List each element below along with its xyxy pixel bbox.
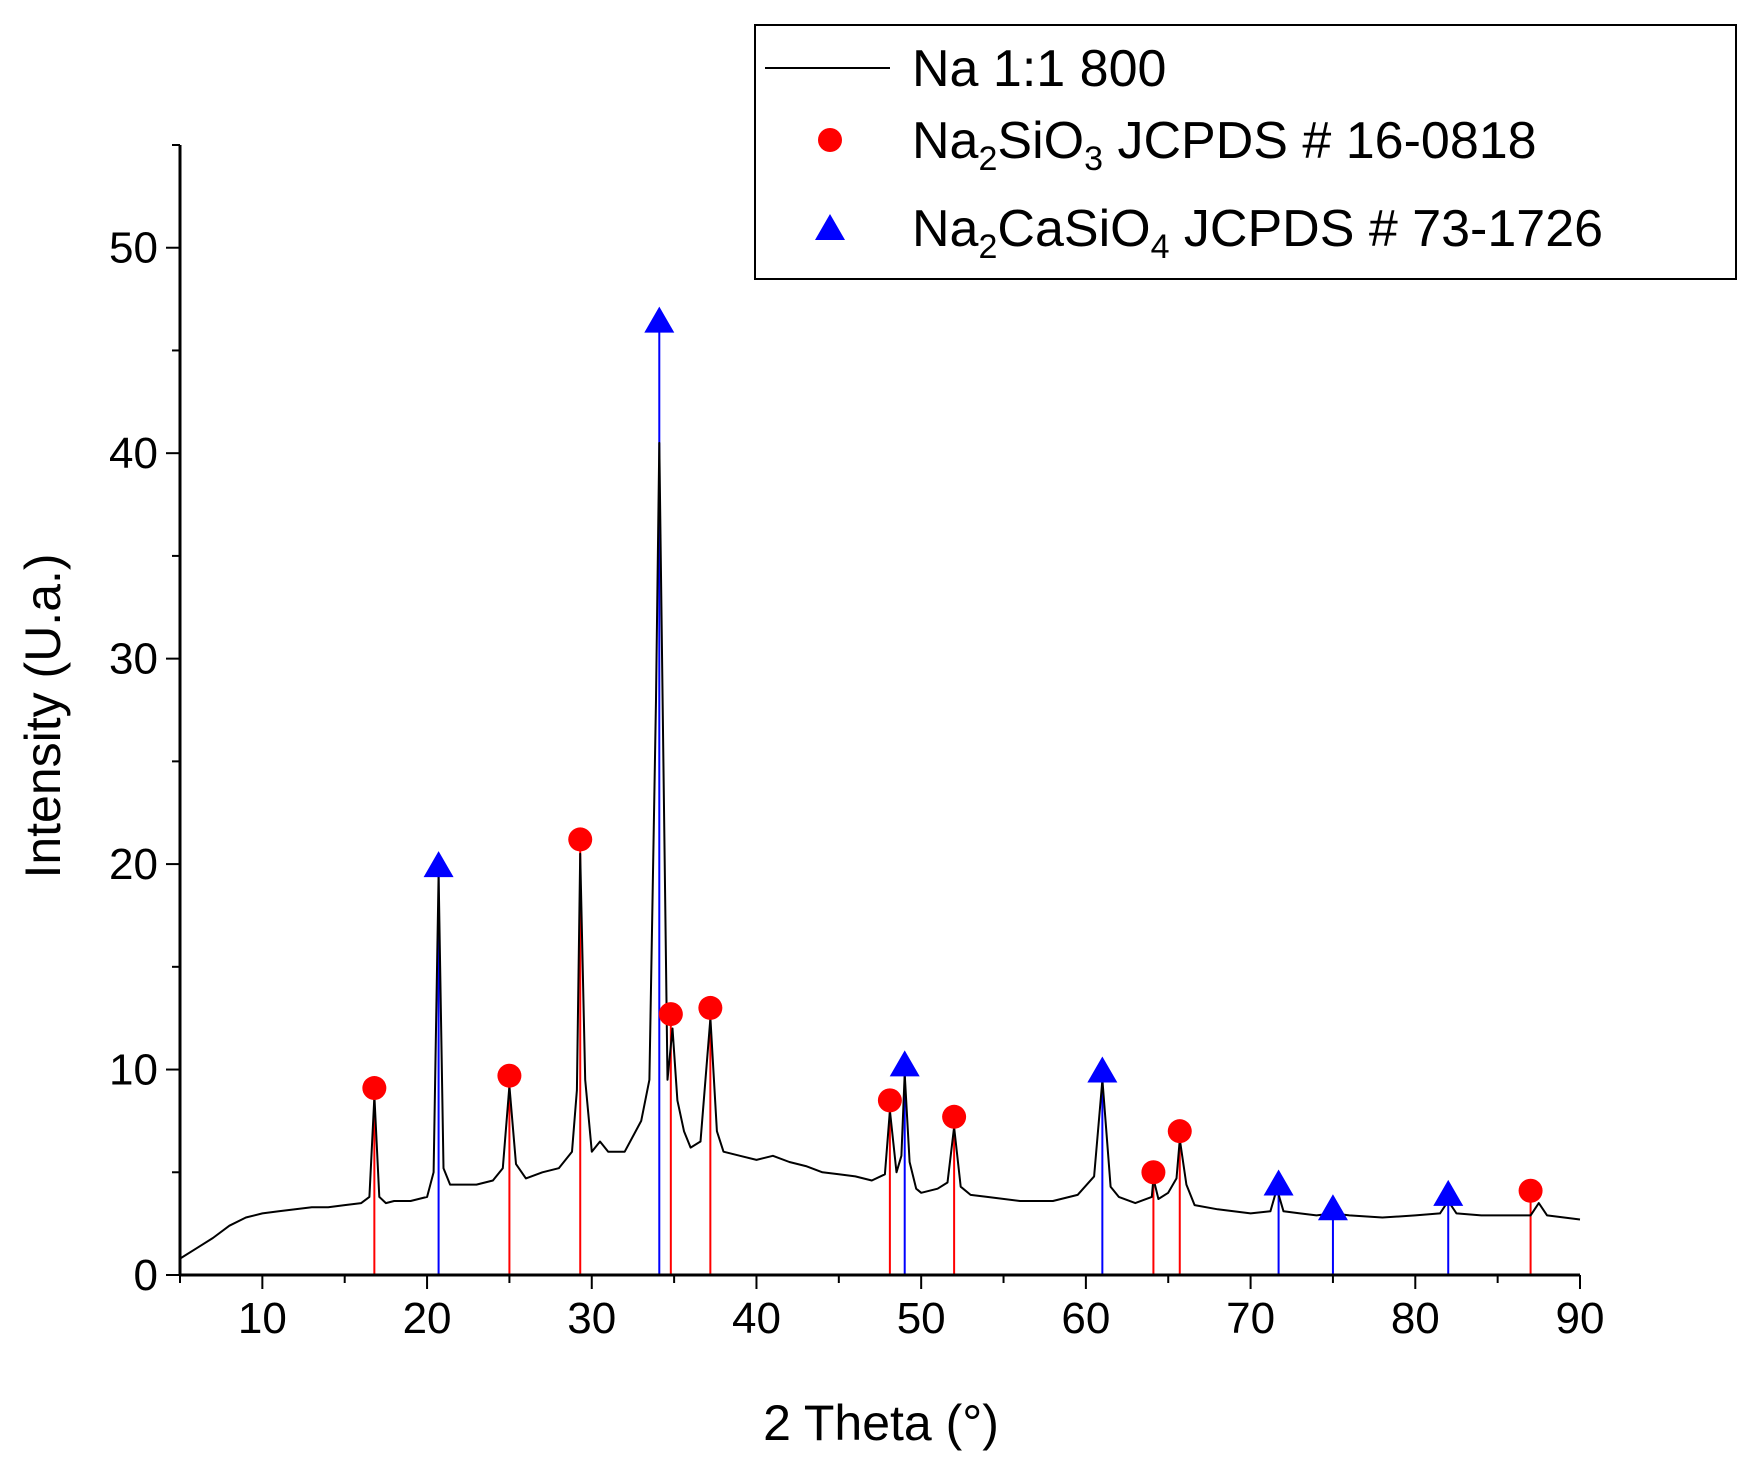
x-tick-label-70: 70 <box>1226 1294 1275 1343</box>
peak-marker-na2sio3-2 <box>568 827 593 852</box>
y-axis-title: Intensity (U.a.) <box>15 553 71 878</box>
legend-marker-na2casio4 <box>815 214 845 240</box>
legend-label-sample: Na 1:1 800 <box>912 40 1166 98</box>
y-tick-label-20: 20 <box>109 840 158 889</box>
peak-marker-na2sio3-6 <box>942 1104 967 1129</box>
peak-marker-na2casio4-5 <box>1317 1194 1348 1221</box>
peak-marker-na2sio3-5 <box>877 1088 902 1113</box>
peak-marker-na2sio3-1 <box>497 1063 522 1088</box>
plot-marks <box>179 306 1581 1275</box>
y-tick-label-0: 0 <box>134 1251 158 1300</box>
series-line-sample <box>179 441 1581 1260</box>
legend-box <box>754 24 1737 280</box>
peak-marker-na2sio3-9 <box>1518 1178 1543 1203</box>
peak-marker-na2casio4-0 <box>423 851 454 878</box>
peak-marker-na2sio3-8 <box>1167 1119 1192 1144</box>
x-tick-label-90: 90 <box>1556 1294 1605 1343</box>
peak-marker-na2sio3-7 <box>1141 1160 1166 1185</box>
y-tick-label-40: 40 <box>109 429 158 478</box>
axes: 10 20 30 40 50 60 70 80 90 0 10 20 30 40 50 <box>109 144 1605 1343</box>
x-tick-label-30: 30 <box>567 1294 616 1343</box>
peak-marker-na2casio4-3 <box>1087 1056 1118 1083</box>
peak-marker-na2sio3-4 <box>698 995 723 1020</box>
legend-label-na2sio3: Na2SiO3 JCPDS # 16-0818 <box>912 112 1537 178</box>
peak-marker-na2casio4-2 <box>889 1050 920 1077</box>
legend: Na 1:1 800 Na2SiO3 JCPDS # 16-0818 Na2Ca… <box>754 24 1737 280</box>
y-tick-label-10: 10 <box>109 1046 158 1095</box>
peak-marker-na2casio4-4 <box>1263 1169 1294 1196</box>
x-tick-label-20: 20 <box>403 1294 452 1343</box>
legend-label-na2casio4: Na2CaSiO4 JCPDS # 73-1726 <box>912 200 1603 266</box>
peak-marker-na2sio3-3 <box>658 1002 683 1027</box>
x-tick-label-80: 80 <box>1391 1294 1440 1343</box>
legend-marker-na2sio3 <box>818 128 842 152</box>
x-axis-title: 2 Theta (°) <box>763 1395 999 1451</box>
peak-marker-na2casio4-6 <box>1433 1179 1464 1206</box>
x-tick-label-40: 40 <box>732 1294 781 1343</box>
y-tick-label-30: 30 <box>109 635 158 684</box>
x-tick-label-60: 60 <box>1061 1294 1110 1343</box>
y-tick-label-50: 50 <box>109 224 158 273</box>
x-tick-label-50: 50 <box>897 1294 946 1343</box>
x-tick-label-10: 10 <box>238 1294 287 1343</box>
peak-marker-na2casio4-1 <box>644 306 675 333</box>
peak-marker-na2sio3-0 <box>362 1076 387 1101</box>
